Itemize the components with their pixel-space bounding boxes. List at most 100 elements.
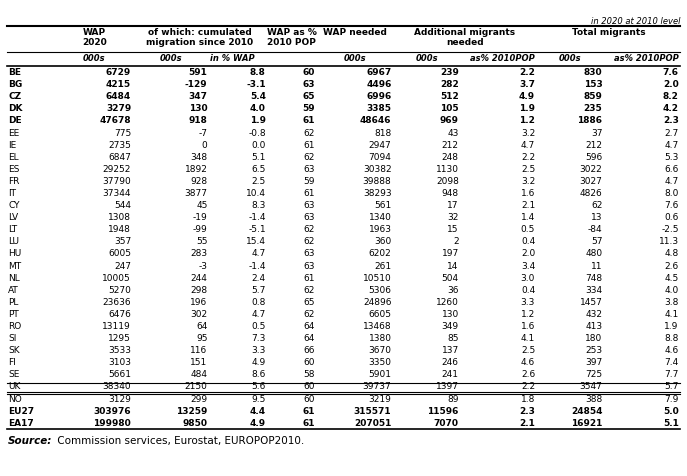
Text: 4.0: 4.0 [664,286,679,295]
Text: 8.6: 8.6 [251,370,266,379]
Text: 6967: 6967 [366,68,392,77]
Text: 64: 64 [304,322,315,331]
Text: 282: 282 [440,80,459,89]
Text: 38293: 38293 [363,189,392,198]
Text: 969: 969 [440,117,459,126]
Text: 6847: 6847 [109,153,131,162]
Text: 1.6: 1.6 [521,189,535,198]
Text: 14: 14 [447,261,459,270]
Text: in 2020 at 2010 level: in 2020 at 2010 level [591,17,680,26]
Text: 5901: 5901 [368,370,392,379]
Text: of which: cumulated
migration since 2010: of which: cumulated migration since 2010 [146,28,254,47]
Text: SI: SI [8,334,16,343]
Text: 1.4: 1.4 [521,213,535,222]
Text: 2.2: 2.2 [519,68,535,77]
Text: 62: 62 [304,310,315,319]
Text: 7.6: 7.6 [664,201,679,210]
Text: 4.6: 4.6 [521,358,535,367]
Text: 4.7: 4.7 [251,310,266,319]
Text: 357: 357 [114,238,131,247]
Text: 283: 283 [190,249,207,258]
Text: -129: -129 [185,80,207,89]
Text: 504: 504 [442,274,459,283]
Text: 247: 247 [114,261,131,270]
Text: 66: 66 [304,346,315,355]
Text: 4.4: 4.4 [249,407,266,416]
Text: DK: DK [8,104,23,113]
Text: 1260: 1260 [436,298,459,307]
Text: as% 2010POP: as% 2010POP [614,54,679,63]
Text: CY: CY [8,201,20,210]
Text: 7.4: 7.4 [664,358,679,367]
Text: 948: 948 [442,189,459,198]
Text: -0.8: -0.8 [248,129,266,138]
Text: LV: LV [8,213,19,222]
Text: 11: 11 [591,261,602,270]
Text: 0.0: 0.0 [251,140,266,149]
Text: 2947: 2947 [369,140,392,149]
Text: 15.4: 15.4 [246,238,266,247]
Text: 388: 388 [585,395,602,404]
Text: 5661: 5661 [108,370,131,379]
Text: 63: 63 [304,261,315,270]
Text: 2.5: 2.5 [251,177,266,186]
Text: 11596: 11596 [427,407,459,416]
Text: 13: 13 [591,213,602,222]
Text: 62: 62 [304,238,315,247]
Text: 30382: 30382 [363,165,392,174]
Text: 2.2: 2.2 [521,153,535,162]
Text: 62: 62 [304,129,315,138]
Text: 246: 246 [442,358,459,367]
Text: -7: -7 [199,129,207,138]
Text: 2.6: 2.6 [521,370,535,379]
Text: WAP as %
2010 POP: WAP as % 2010 POP [267,28,317,47]
Text: 37344: 37344 [102,189,131,198]
Text: 1.9: 1.9 [664,322,679,331]
Text: 60: 60 [304,395,315,404]
Text: 61: 61 [304,140,315,149]
Text: 9850: 9850 [183,419,207,428]
Text: 63: 63 [303,80,315,89]
Text: 4.8: 4.8 [664,249,679,258]
Text: 55: 55 [196,238,207,247]
Text: 591: 591 [189,68,207,77]
Text: 1.8: 1.8 [521,395,535,404]
Text: 85: 85 [447,334,459,343]
Text: 151: 151 [190,358,207,367]
Text: 58: 58 [304,370,315,379]
Text: Source:: Source: [8,436,53,446]
Text: 239: 239 [440,68,459,77]
Text: 1.6: 1.6 [521,322,535,331]
Text: 60: 60 [304,382,315,391]
Text: 4.1: 4.1 [521,334,535,343]
Text: 1457: 1457 [580,298,602,307]
Text: 3533: 3533 [108,346,131,355]
Text: 8.3: 8.3 [251,201,266,210]
Text: 116: 116 [190,346,207,355]
Text: 4496: 4496 [366,80,392,89]
Text: 3022: 3022 [580,165,602,174]
Text: 23636: 23636 [102,298,131,307]
Text: 4.6: 4.6 [664,346,679,355]
Text: 0.5: 0.5 [251,322,266,331]
Text: 62: 62 [304,286,315,295]
Text: 9.5: 9.5 [251,395,266,404]
Text: 5.1: 5.1 [251,153,266,162]
Text: 299: 299 [190,395,207,404]
Text: 0.4: 0.4 [521,286,535,295]
Text: ES: ES [8,165,20,174]
Text: EL: EL [8,153,19,162]
Text: 199980: 199980 [93,419,131,428]
Text: 348: 348 [190,153,207,162]
Text: 0.6: 0.6 [664,213,679,222]
Text: 3.8: 3.8 [664,298,679,307]
Text: 000s: 000s [415,54,438,63]
Text: 0.5: 0.5 [521,225,535,234]
Text: 7.7: 7.7 [664,370,679,379]
Text: 4.7: 4.7 [521,140,535,149]
Text: 1963: 1963 [368,225,392,234]
Text: SK: SK [8,346,20,355]
Text: 24896: 24896 [363,298,392,307]
Text: 38340: 38340 [102,382,131,391]
Text: 1886: 1886 [578,117,602,126]
